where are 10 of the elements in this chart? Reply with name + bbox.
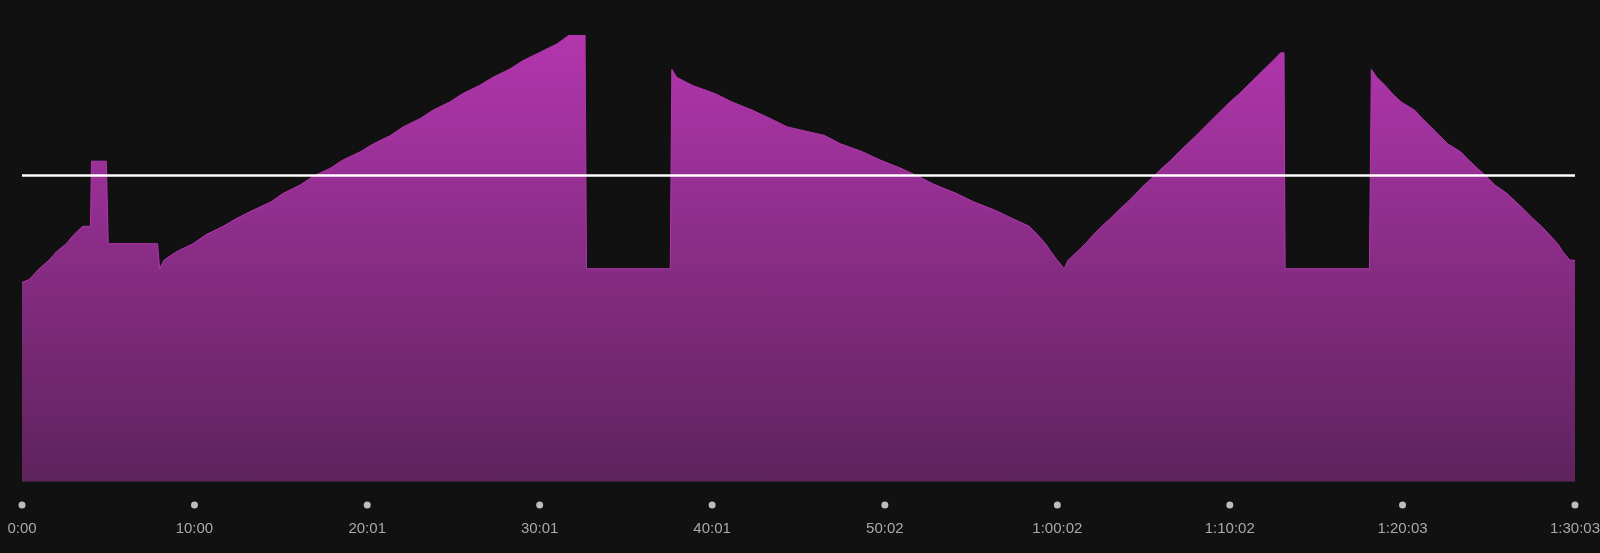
x-tick-label: 10:00 bbox=[175, 519, 214, 536]
x-tick-label: 50:02 bbox=[866, 519, 904, 536]
x-tick-label: 1:20:03 bbox=[1377, 519, 1428, 536]
x-tick-label: 0:00 bbox=[7, 519, 37, 536]
x-tick-label: 1:10:02 bbox=[1204, 519, 1255, 536]
x-tick-label: 40:01 bbox=[693, 519, 731, 536]
x-tick-label: 20:01 bbox=[348, 519, 386, 536]
x-tick-label: 30:01 bbox=[520, 519, 559, 536]
x-tick-label: 1:30:03 bbox=[1549, 519, 1600, 536]
x-tick-label: 1:00:02 bbox=[1032, 519, 1083, 536]
